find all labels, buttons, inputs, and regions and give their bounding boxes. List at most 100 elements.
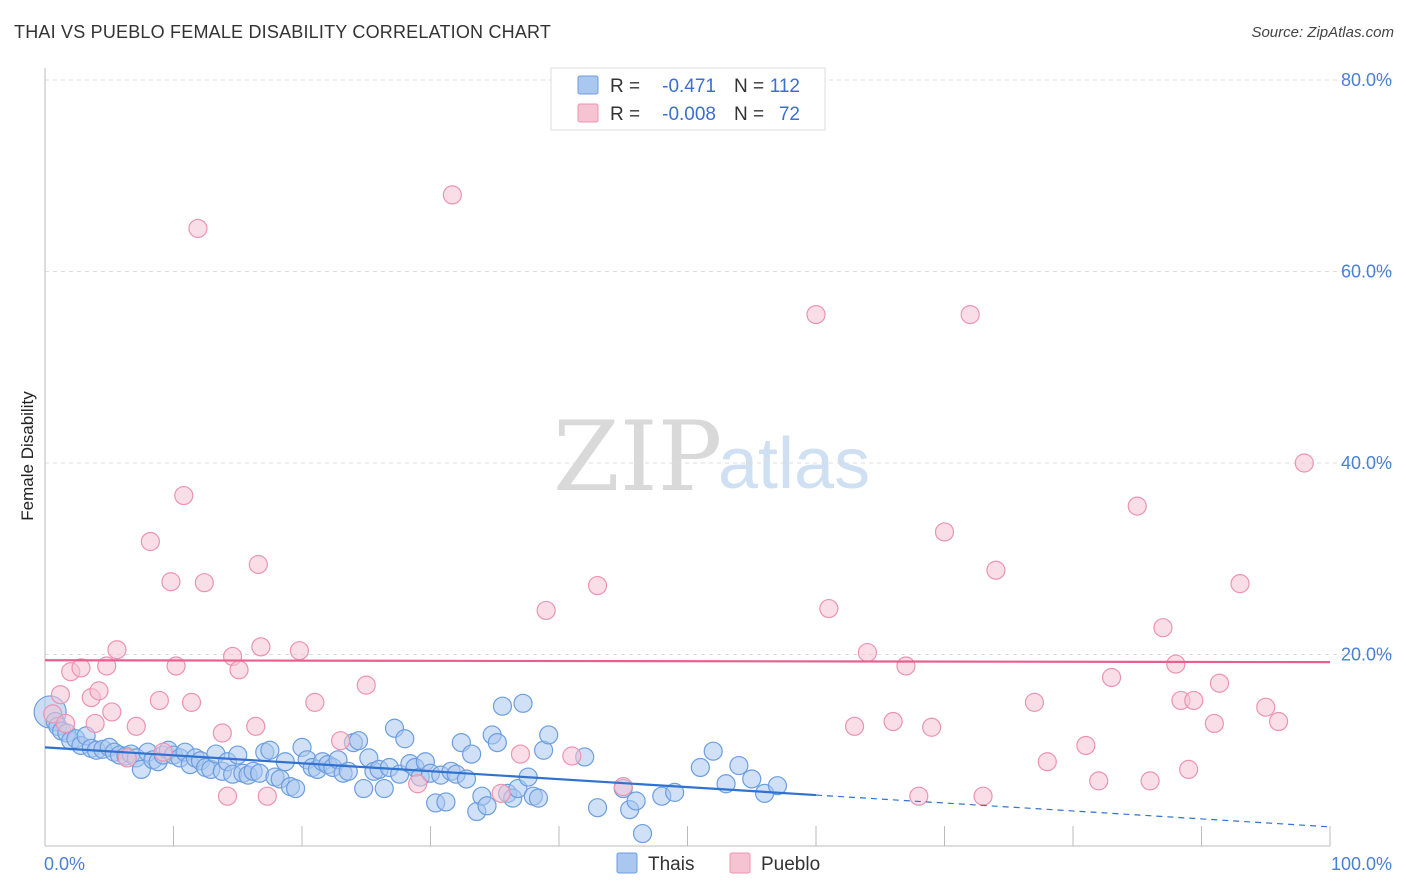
pueblo-point-1 bbox=[50, 685, 71, 705]
pueblo-point-8 bbox=[97, 656, 117, 676]
thais-point-76 bbox=[436, 792, 456, 812]
thais-point-68 bbox=[395, 729, 415, 749]
stats-legend-swatch-pueblo bbox=[577, 103, 599, 123]
legend-label-thais: Thais bbox=[648, 854, 694, 875]
thais-point-64 bbox=[374, 778, 394, 799]
pueblo-point-46 bbox=[883, 711, 903, 732]
stats-legend-n-label-thais: N = bbox=[734, 76, 764, 97]
pueblo-point-34 bbox=[408, 774, 428, 794]
stats-legend-swatch-thais bbox=[577, 75, 599, 95]
pueblo-point-29 bbox=[257, 786, 277, 806]
pueblo-trend-line bbox=[44, 659, 1331, 664]
x-tick-label-0: 0.0% bbox=[44, 854, 85, 874]
thais-point-36 bbox=[228, 745, 248, 765]
thais-point-94 bbox=[528, 788, 549, 808]
y-tick-label-20: 20.0% bbox=[1341, 645, 1392, 665]
stats-legend-r-label-pueblo: R = bbox=[610, 104, 640, 125]
pueblo-point-52 bbox=[973, 786, 993, 806]
stats-legend-r-label-thais: R = bbox=[610, 76, 640, 97]
stats-legend-n-value-thais: 112 bbox=[770, 76, 800, 97]
pueblo-point-6 bbox=[85, 713, 105, 734]
thais-point-42 bbox=[260, 740, 280, 760]
y-tick-label-40: 40.0% bbox=[1341, 453, 1392, 473]
stats-legend-r-value-thais: -0.471 bbox=[662, 76, 716, 97]
pueblo-point-55 bbox=[1037, 752, 1057, 772]
pueblo-point-54 bbox=[1024, 692, 1045, 712]
pueblo-point-59 bbox=[1127, 496, 1147, 516]
pueblo-point-51 bbox=[960, 304, 980, 325]
legend-swatch-thais bbox=[616, 852, 638, 874]
pueblo-point-14 bbox=[149, 690, 169, 711]
thais-point-87 bbox=[492, 696, 513, 716]
pueblo-point-36 bbox=[491, 783, 511, 803]
thais-point-104 bbox=[665, 782, 685, 802]
thais-point-101 bbox=[626, 791, 646, 811]
pueblo-point-65 bbox=[1184, 690, 1204, 711]
pueblo-point-56 bbox=[1076, 735, 1096, 756]
pueblo-point-39 bbox=[562, 746, 582, 766]
pueblo-point-25 bbox=[229, 660, 249, 680]
thais-point-105 bbox=[690, 757, 710, 778]
pueblo-point-16 bbox=[161, 572, 181, 592]
pueblo-point-45 bbox=[857, 642, 878, 663]
thais-point-102 bbox=[632, 823, 653, 844]
pueblo-point-42 bbox=[806, 304, 826, 325]
pueblo-point-61 bbox=[1153, 618, 1173, 638]
pueblo-point-0 bbox=[43, 704, 63, 724]
pueblo-point-68 bbox=[1230, 574, 1250, 594]
pueblo-point-32 bbox=[330, 731, 351, 751]
pueblo-point-64 bbox=[1179, 759, 1199, 780]
pueblo-point-2 bbox=[55, 713, 76, 734]
thais-point-98 bbox=[587, 798, 608, 818]
pueblo-point-71 bbox=[1294, 453, 1314, 473]
pueblo-point-12 bbox=[126, 716, 146, 736]
y-tick-label-60: 60.0% bbox=[1341, 262, 1392, 282]
y-axis-label: Female Disability bbox=[18, 391, 37, 521]
pueblo-point-18 bbox=[174, 485, 194, 506]
thais-point-86 bbox=[487, 732, 507, 753]
thais-point-81 bbox=[462, 744, 482, 764]
bottom-legend: Thais Pueblo bbox=[616, 852, 820, 875]
pueblo-point-70 bbox=[1268, 711, 1289, 732]
pueblo-point-22 bbox=[212, 723, 232, 743]
thais-point-60 bbox=[354, 778, 374, 799]
pueblo-point-26 bbox=[246, 716, 266, 736]
thais-point-91 bbox=[513, 693, 533, 713]
pueblo-point-53 bbox=[986, 560, 1006, 580]
pueblo-point-44 bbox=[844, 716, 865, 736]
thais-point-108 bbox=[729, 755, 749, 776]
series-thais bbox=[33, 693, 788, 844]
x-axis-ticks bbox=[173, 826, 1331, 846]
x-tick-label-100: 100.0% bbox=[1331, 854, 1392, 874]
legend-swatch-pueblo bbox=[729, 852, 751, 874]
chart-title: THAI VS PUEBLO FEMALE DISABILITY CORRELA… bbox=[14, 22, 552, 42]
pueblo-point-19 bbox=[181, 692, 202, 712]
pueblo-point-43 bbox=[819, 598, 839, 619]
pueblo-point-66 bbox=[1204, 713, 1224, 734]
pueblo-point-21 bbox=[194, 573, 214, 593]
pueblo-point-28 bbox=[251, 637, 271, 657]
pueblo-point-4 bbox=[71, 658, 91, 678]
thais-point-59 bbox=[348, 731, 369, 751]
pueblo-point-60 bbox=[1140, 771, 1160, 791]
source-label: Source: ZipAtlas.com bbox=[1251, 24, 1394, 41]
watermark-atlas: atlas bbox=[718, 424, 870, 504]
pueblo-point-33 bbox=[356, 675, 376, 695]
pueblo-point-15 bbox=[153, 742, 173, 762]
y-tick-labels: 20.0% 40.0% 60.0% 80.0% bbox=[1341, 70, 1392, 665]
thais-trend-line-extension bbox=[815, 794, 1331, 828]
thais-point-96 bbox=[539, 725, 559, 745]
y-tick-label-80: 80.0% bbox=[1341, 70, 1392, 90]
stats-legend-n-label-pueblo: N = bbox=[734, 104, 764, 125]
pueblo-point-35 bbox=[442, 185, 462, 205]
pueblo-point-10 bbox=[107, 640, 127, 660]
pueblo-point-48 bbox=[909, 786, 929, 806]
pueblo-point-7 bbox=[89, 681, 109, 701]
pueblo-point-30 bbox=[289, 641, 310, 661]
pueblo-point-67 bbox=[1209, 673, 1230, 693]
pueblo-point-47 bbox=[896, 656, 916, 676]
series-pueblo bbox=[43, 185, 1314, 806]
pueblo-point-37 bbox=[510, 744, 531, 764]
thais-trend-line bbox=[44, 746, 817, 797]
